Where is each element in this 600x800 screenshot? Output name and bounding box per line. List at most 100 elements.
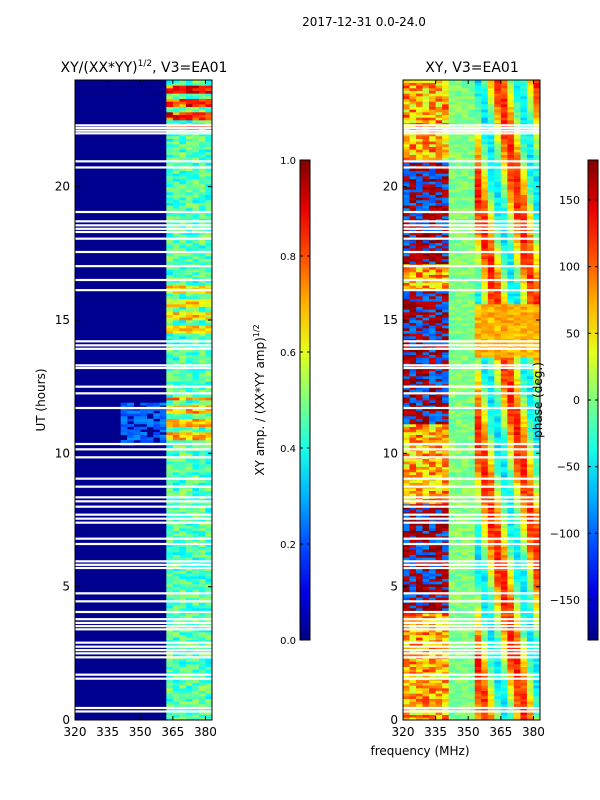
heatmap-cell <box>481 325 489 329</box>
heatmap-cell <box>448 285 456 289</box>
heatmap-cell <box>179 424 187 427</box>
heatmap-cell <box>198 418 206 422</box>
heatmap-cell <box>172 248 180 251</box>
heatmap-cell <box>435 272 443 275</box>
heatmap-cell <box>192 109 200 113</box>
heatmap-cell <box>442 173 449 177</box>
flagged-row <box>75 625 212 628</box>
flagged-row <box>75 621 212 625</box>
heatmap-cell <box>185 637 193 641</box>
heatmap-cell <box>416 386 423 390</box>
heatmap-cell <box>481 202 489 206</box>
heatmap-cell <box>172 256 180 259</box>
heatmap-cell <box>409 389 417 393</box>
heatmap-cell <box>166 461 174 465</box>
heatmap-cell <box>442 208 449 211</box>
heatmap-cell <box>474 525 482 529</box>
heatmap-cell <box>205 386 213 390</box>
heatmap-cell <box>448 186 456 190</box>
heatmap-cell <box>435 434 443 438</box>
heatmap-cell <box>448 576 456 579</box>
heatmap-cell <box>192 373 200 377</box>
heatmap-cell <box>422 528 430 531</box>
heatmap-cell <box>435 389 443 393</box>
heatmap-cell <box>409 149 417 153</box>
heatmap-cell <box>481 498 489 502</box>
heatmap-cell <box>198 408 206 411</box>
heatmap-cell <box>481 301 489 305</box>
heatmap-cell <box>166 640 174 643</box>
heatmap-cell <box>448 328 456 331</box>
heatmap-cell <box>461 138 469 142</box>
heatmap-cell <box>133 429 141 433</box>
heatmap-cell <box>166 629 174 633</box>
heatmap-cell <box>198 680 206 683</box>
heatmap-cell <box>422 402 430 406</box>
heatmap-cell <box>455 445 463 449</box>
heatmap-cell <box>455 144 463 147</box>
heatmap-cell <box>442 114 449 118</box>
heatmap-cell <box>474 293 482 297</box>
heatmap-cell <box>455 416 463 419</box>
heatmap-cell <box>185 693 193 697</box>
heatmap-cell <box>416 546 423 550</box>
heatmap-cell <box>192 240 200 243</box>
heatmap-cell <box>481 290 489 294</box>
heatmap-cell <box>422 482 430 486</box>
heatmap-cell <box>198 330 206 334</box>
heatmap-cell <box>198 613 206 617</box>
heatmap-cell <box>166 208 174 211</box>
heatmap-cell <box>179 637 187 641</box>
heatmap-cell <box>403 112 410 115</box>
heatmap-cell <box>166 176 174 179</box>
heatmap-cell <box>468 370 476 374</box>
heatmap-cell <box>455 253 463 257</box>
heatmap-cell <box>198 570 206 574</box>
heatmap-cell <box>455 653 463 657</box>
heatmap-cell <box>429 693 436 697</box>
heatmap-cell <box>461 450 469 454</box>
heatmap-cell <box>422 464 430 467</box>
heatmap-cell <box>448 354 456 358</box>
heatmap-cell <box>429 696 436 699</box>
heatmap-cell <box>416 504 423 507</box>
heatmap-cell <box>481 330 489 334</box>
heatmap-cell <box>435 554 443 558</box>
heatmap-cell <box>468 93 476 97</box>
left-panel-title-main: XY/(XX*YY) <box>61 60 138 76</box>
heatmap-cell <box>448 85 456 89</box>
heatmap-cell <box>198 248 206 251</box>
heatmap-cell <box>166 488 174 491</box>
heatmap-cell <box>429 136 436 139</box>
heatmap-cell <box>409 674 417 678</box>
heatmap-cell <box>403 490 410 494</box>
heatmap-cell <box>409 565 417 569</box>
heatmap-cell <box>442 130 449 134</box>
heatmap-cell <box>442 349 449 353</box>
heatmap-cell <box>429 717 436 721</box>
heatmap-cell <box>448 309 456 313</box>
heatmap-cell <box>474 653 482 657</box>
heatmap-cell <box>455 381 463 385</box>
heatmap-cell <box>442 410 449 414</box>
heatmap-cell <box>403 168 410 171</box>
heatmap-cell <box>481 360 489 363</box>
heatmap-cell <box>198 373 206 377</box>
heatmap-cell <box>409 154 417 158</box>
heatmap-cell <box>429 480 436 483</box>
heatmap-cell <box>442 552 449 555</box>
heatmap-cell <box>179 325 187 329</box>
heatmap-cell <box>172 426 180 430</box>
heatmap-cell <box>429 184 436 187</box>
heatmap-cell <box>198 565 206 569</box>
heatmap-cell <box>416 232 423 235</box>
heatmap-cell <box>185 130 193 134</box>
heatmap-cell <box>468 594 476 598</box>
heatmap-cell <box>403 205 410 209</box>
heatmap-cell <box>468 437 476 441</box>
heatmap-cell <box>468 714 476 718</box>
heatmap-cell <box>435 282 443 286</box>
heatmap-cell <box>198 378 206 382</box>
heatmap-cell <box>448 402 456 406</box>
heatmap-cell <box>127 402 135 406</box>
